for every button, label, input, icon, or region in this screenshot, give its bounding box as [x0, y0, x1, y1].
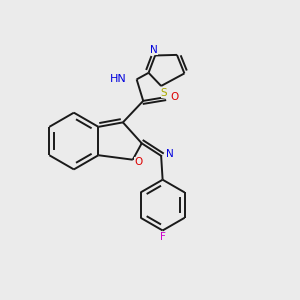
Text: O: O — [171, 92, 179, 102]
Text: O: O — [134, 157, 142, 167]
Text: N: N — [150, 44, 158, 55]
Text: S: S — [161, 88, 167, 98]
Text: N: N — [166, 149, 174, 159]
Text: F: F — [160, 232, 166, 242]
Text: HN: HN — [110, 74, 127, 84]
